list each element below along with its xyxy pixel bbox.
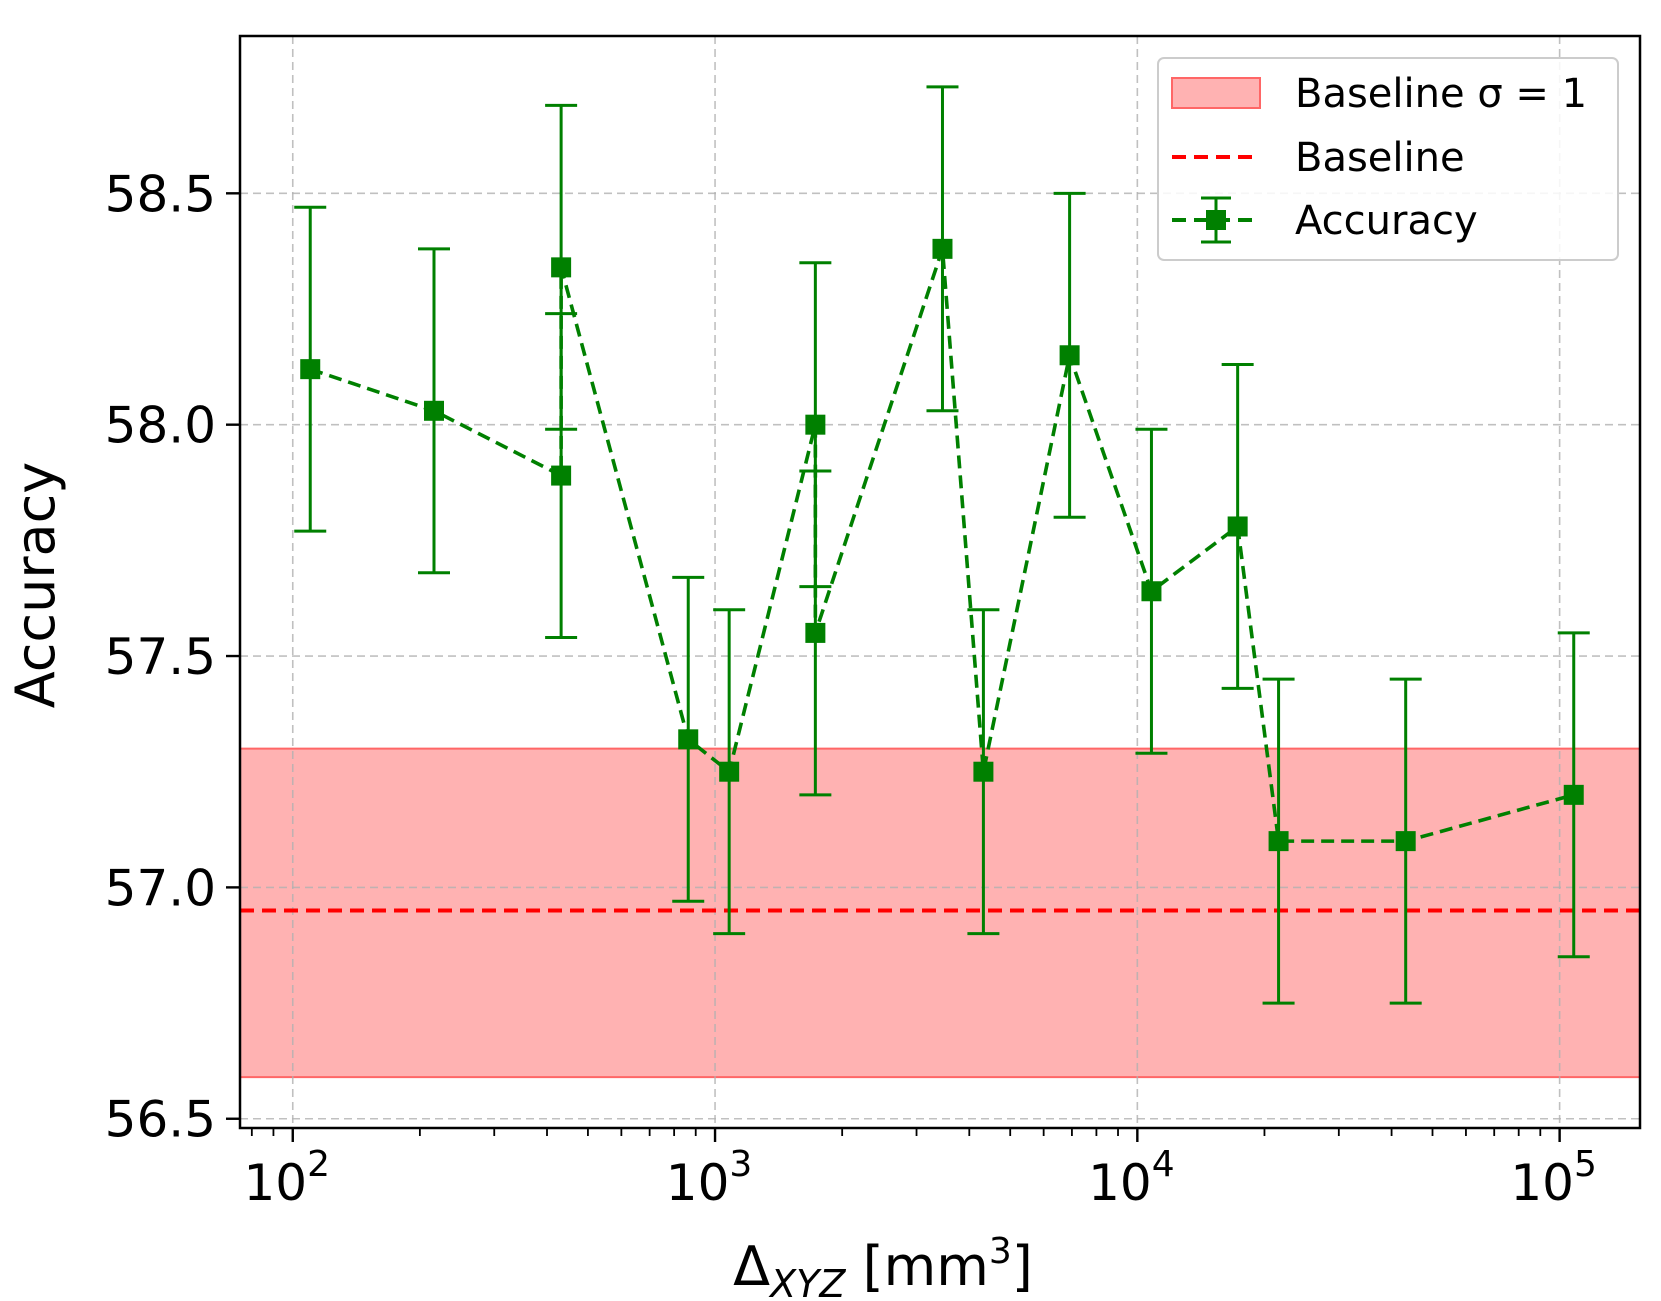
y-tick-label: 57.5 [105,628,216,686]
x-tick-label-base: 10 [1510,1154,1574,1212]
data-point [423,400,444,421]
x-axis-title-subscript: XYZ [768,1262,846,1301]
y-axis-ticks: 56.5 57.0 57.5 58.0 58.5 [105,165,240,1149]
x-tick-label-exponent: 3 [729,1144,752,1185]
data-point [551,257,572,278]
legend: Baseline σ = 1 Baseline Accuracy [1157,57,1619,261]
legend-label-baseline-band-prefix: Baseline [1295,71,1477,117]
x-tick-label: 102 [243,1144,330,1212]
accuracy-series-line [309,248,1575,843]
data-point [300,359,321,380]
legend-swatch-accuracy [1172,196,1260,244]
x-axis-ticks: 102 103 104 105 [243,1128,1597,1212]
x-axis-title-unit-close: ] [1012,1235,1033,1298]
data-point [719,761,740,782]
data-point [1563,784,1584,805]
x-tick-label: 105 [1510,1144,1597,1212]
legend-swatch-baseline-band [1171,77,1261,109]
baseline-band-layer [240,747,1640,1079]
x-tick-label-exponent: 2 [307,1144,330,1185]
data-point [973,761,994,782]
y-tick-label: 56.5 [105,1091,216,1149]
minor-tick-layer [250,1128,1542,1136]
x-tick-label-exponent: 4 [1152,1144,1175,1185]
grid-layer [240,36,1640,1128]
data-point [805,622,826,643]
x-axis-title-unit-sup: 3 [989,1231,1012,1272]
x-tick-label: 104 [1088,1144,1175,1212]
data-point [1141,581,1162,602]
x-axis-title-unit-open: [mm [845,1235,988,1298]
data-point [551,465,572,486]
y-tick-label: 57.0 [105,859,216,917]
plot-frame [238,34,1642,1130]
legend-swatch-accuracy-marker [1206,210,1226,230]
legend-box [1157,57,1619,261]
y-tick-label: 58.5 [105,165,216,223]
x-axis-title-base: Δ [733,1235,770,1298]
data-point [932,238,953,259]
x-tick-label-base: 10 [666,1154,730,1212]
data-point [805,414,826,435]
baseline-band [240,748,1640,1078]
y-axis-title: Accuracy [4,462,67,709]
x-tick-label: 103 [666,1144,753,1212]
data-point [1227,516,1248,537]
legend-label-accuracy: Accuracy [1295,198,1478,244]
legend-label-baseline-band-sigma: σ = 1 [1477,71,1587,117]
data-point [1268,831,1289,852]
data-point [678,729,699,750]
x-tick-label-exponent: 5 [1574,1144,1597,1185]
x-tick-label-base: 10 [1088,1154,1152,1212]
x-tick-label-base: 10 [243,1154,307,1212]
x-axis-title: ΔXYZ [mm3] [733,1231,1033,1301]
legend-label-baseline-band: Baseline σ = 1 [1295,71,1587,117]
data-point [1059,345,1080,366]
legend-label-baseline: Baseline [1295,135,1465,181]
series-layer [294,85,1590,1005]
data-point [1395,831,1416,852]
y-tick-label: 58.0 [105,397,216,455]
